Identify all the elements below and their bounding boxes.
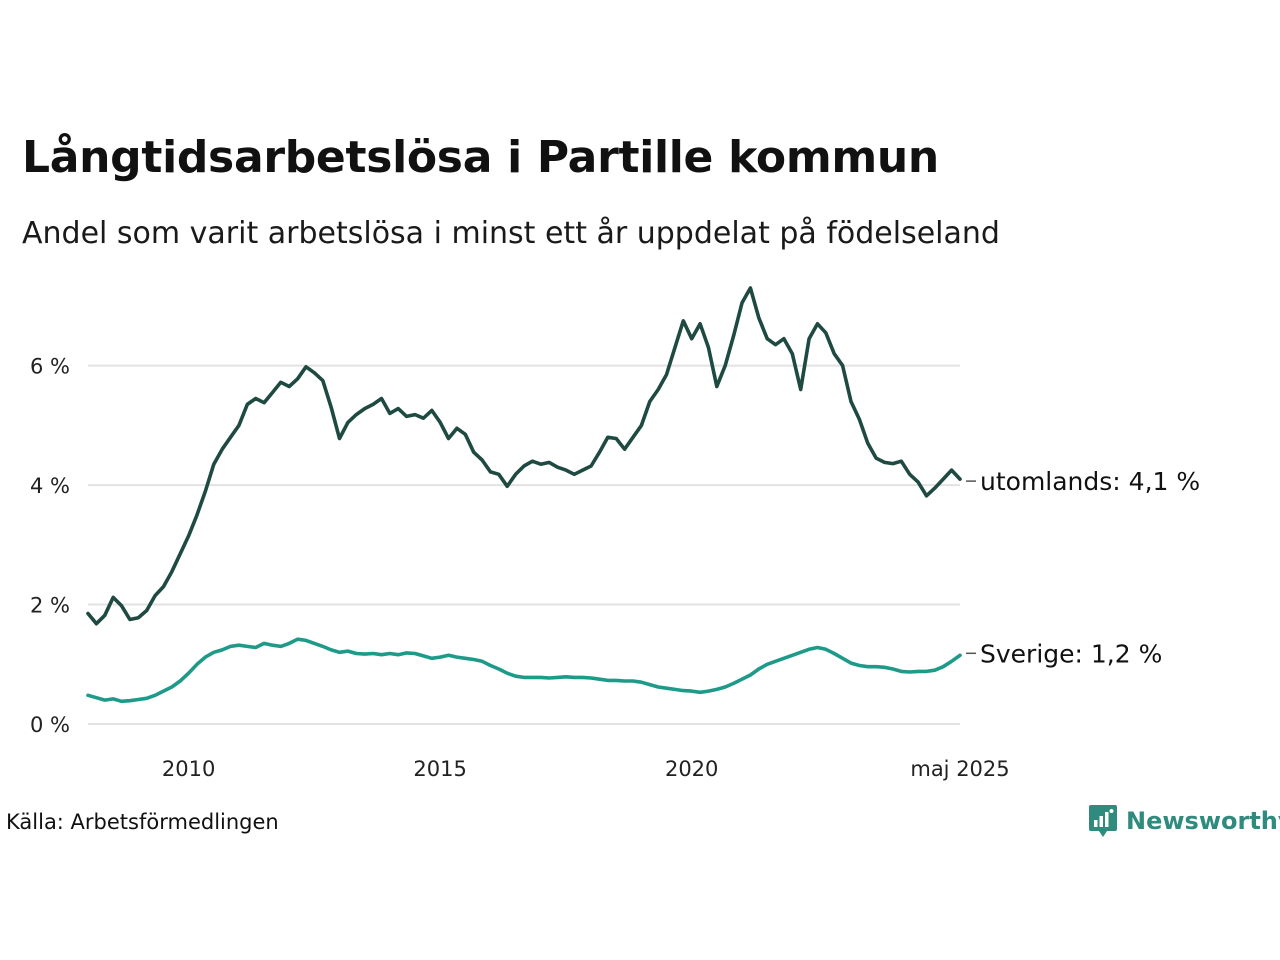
y-tick-label: 6 % bbox=[30, 355, 70, 379]
chart-title: Långtidsarbetslösa i Partille kommun bbox=[22, 132, 939, 183]
series-lines bbox=[86, 286, 962, 704]
x-tick-label: 2020 bbox=[665, 757, 718, 781]
y-tick-label: 0 % bbox=[30, 713, 70, 737]
x-axis-ticks: 2010 2015 2020 maj 2025 bbox=[162, 757, 1010, 781]
x-tick-label: maj 2025 bbox=[910, 757, 1009, 781]
end-label-utomlands: utomlands: 4,1 % bbox=[980, 467, 1200, 496]
brand-name: Newsworthy bbox=[1126, 807, 1280, 835]
series-end-labels: utomlands: 4,1 % Sverige: 1,2 % bbox=[966, 467, 1200, 668]
series-line-sverige bbox=[86, 637, 962, 704]
y-tick-label: 2 % bbox=[30, 594, 70, 618]
end-label-sverige: Sverige: 1,2 % bbox=[980, 639, 1162, 668]
brand-logo: Newsworthy bbox=[1088, 803, 1280, 839]
x-tick-label: 2010 bbox=[162, 757, 215, 781]
chart-subtitle: Andel som varit arbetslösa i minst ett å… bbox=[22, 216, 1000, 251]
gridlines bbox=[88, 364, 960, 725]
y-tick-label: 4 % bbox=[30, 474, 70, 498]
x-tick-label: 2015 bbox=[413, 757, 466, 781]
chart-bubble-icon bbox=[1089, 805, 1117, 837]
y-axis-ticks: 0 % 2 % 4 % 6 % bbox=[30, 355, 70, 737]
source-note: Källa: Arbetsförmedlingen bbox=[6, 810, 279, 834]
series-line-utomlands bbox=[86, 286, 962, 626]
